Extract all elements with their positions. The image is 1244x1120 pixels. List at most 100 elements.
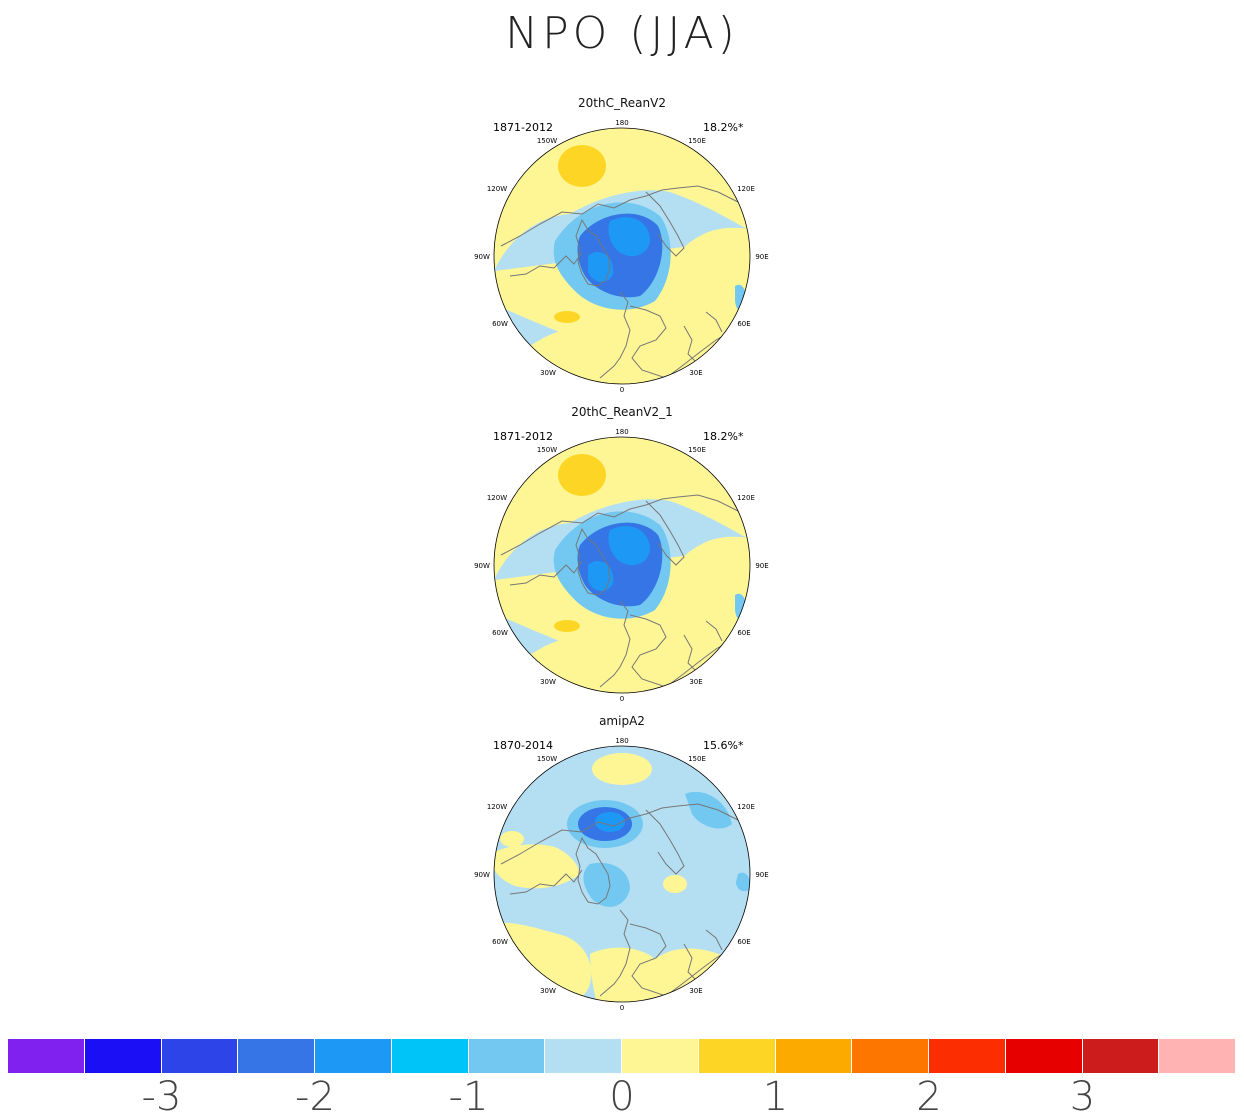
negative-anomaly: [583, 862, 630, 907]
longitude-label: 150W: [536, 755, 558, 763]
coastline: [500, 803, 750, 865]
longitude-label: 60W: [492, 629, 508, 637]
longitude-label: 0: [619, 695, 625, 703]
coastline: [705, 929, 723, 951]
longitude-label: 90E: [755, 871, 769, 879]
longitude-label: 90W: [474, 253, 490, 261]
coastline: [645, 809, 685, 875]
coastline: [575, 836, 611, 905]
colorbar-cell: [315, 1039, 392, 1073]
colorbar-cell: [391, 1039, 469, 1073]
panel-title: 20thC_ReanV2: [578, 96, 666, 110]
colorbar-cell: [852, 1039, 929, 1073]
coastline: [705, 620, 723, 642]
coastline: [599, 909, 631, 997]
map-field: [494, 437, 750, 693]
positive-anomaly: [558, 454, 606, 496]
longitude-label: 0: [619, 386, 625, 394]
longitude-label: 60E: [737, 938, 751, 946]
map-boundary: [493, 745, 751, 1003]
colorbar-cell: [698, 1039, 776, 1073]
positive-region: [655, 227, 750, 296]
longitude-label: 60E: [737, 629, 751, 637]
colorbar-tick-label: -1: [448, 1074, 489, 1120]
coastline: [645, 500, 685, 566]
positive-region: [494, 844, 580, 889]
colorbar-cell: [1159, 1039, 1236, 1073]
positive-region: [655, 536, 750, 605]
coastline: [509, 869, 583, 895]
panel-variance: 18.2%*: [703, 430, 744, 443]
longitude-label: 30W: [540, 678, 556, 686]
coastline: [683, 943, 697, 981]
panel-variance: 18.2%*: [703, 121, 744, 134]
longitude-label: 90E: [755, 253, 769, 261]
longitude-label: 90E: [755, 562, 769, 570]
colorbar-cell: [545, 1039, 622, 1073]
positive-region: [663, 875, 687, 893]
coastline: [500, 494, 750, 556]
longitude-label: 120W: [486, 185, 508, 193]
colorbar-cell: [468, 1039, 546, 1073]
negative-anomaly: [608, 526, 650, 566]
map-field: [494, 746, 750, 1002]
positive-anomaly: [554, 311, 580, 323]
map-panel-3: amipA2 1870-2014 15.6%* 180 150W 150E 120W 120E…: [470, 714, 774, 1014]
coastline: [500, 185, 750, 247]
longitude-label: 30E: [689, 369, 703, 377]
coastline: [575, 527, 611, 596]
map-boundary: [493, 436, 751, 694]
positive-region: [590, 947, 750, 1002]
map-boundary: [493, 127, 751, 385]
polar-map: [493, 745, 751, 1003]
longitude-label: 150W: [536, 137, 558, 145]
map-field: [494, 128, 750, 384]
positive-region: [592, 753, 652, 785]
longitude-label: 150E: [688, 446, 706, 454]
panel-title: 20thC_ReanV2_1: [571, 405, 673, 419]
map-panel-1: 20thC_ReanV2 1871-2012 18.2%* 180 150W 150E 12…: [470, 96, 774, 396]
coastline: [683, 634, 697, 672]
colorbar-tick-label: 0: [609, 1074, 635, 1120]
longitude-label: 150E: [688, 755, 706, 763]
coastline: [683, 325, 697, 363]
colorbar-cell: [161, 1039, 239, 1073]
panel-variance: 15.6%*: [703, 739, 744, 752]
map-panel-2: 20thC_ReanV2_1 1871-2012 18.2%* 180 150W 150E…: [470, 405, 774, 705]
colorbar-cell: [84, 1039, 162, 1073]
negative-anomaly: [588, 252, 614, 282]
coastline: [509, 560, 583, 586]
longitude-label: 30W: [540, 369, 556, 377]
colorbar-tick-label: -2: [295, 1074, 335, 1120]
coastline: [645, 191, 685, 257]
coastline: [705, 311, 723, 333]
longitude-label: 150E: [688, 137, 706, 145]
longitude-label: 30E: [689, 678, 703, 686]
polar-map: [493, 127, 751, 385]
colorbar-tick-label: -3: [141, 1074, 182, 1120]
longitude-label: 90W: [474, 871, 490, 879]
longitude-label: 120E: [737, 185, 755, 193]
negative-anomaly: [608, 217, 650, 257]
panel-period: 1871-2012: [493, 121, 553, 134]
longitude-label: 0: [619, 1004, 625, 1012]
longitude-label: 180: [615, 428, 629, 436]
longitude-label: 120E: [737, 803, 755, 811]
colorbar-tick-label: 1: [762, 1074, 789, 1120]
positive-anomaly: [554, 620, 580, 632]
coastline: [575, 218, 611, 287]
longitude-label: 60W: [492, 320, 508, 328]
main-title: NPO (JJA): [505, 8, 739, 59]
longitude-label: 180: [615, 737, 629, 745]
longitude-label: 90W: [474, 562, 490, 570]
colorbar-tick-label: 2: [916, 1074, 942, 1120]
negative-anomaly: [685, 791, 732, 829]
longitude-label: 120E: [737, 494, 755, 502]
colorbar-cell: [8, 1039, 85, 1073]
coastline: [509, 251, 583, 277]
colorbar-cell: [1005, 1039, 1083, 1073]
colorbar-cell: [929, 1039, 1006, 1073]
colorbar: [8, 1039, 1236, 1073]
coastline: [599, 291, 631, 379]
colorbar-tick-label: 3: [1069, 1074, 1096, 1120]
